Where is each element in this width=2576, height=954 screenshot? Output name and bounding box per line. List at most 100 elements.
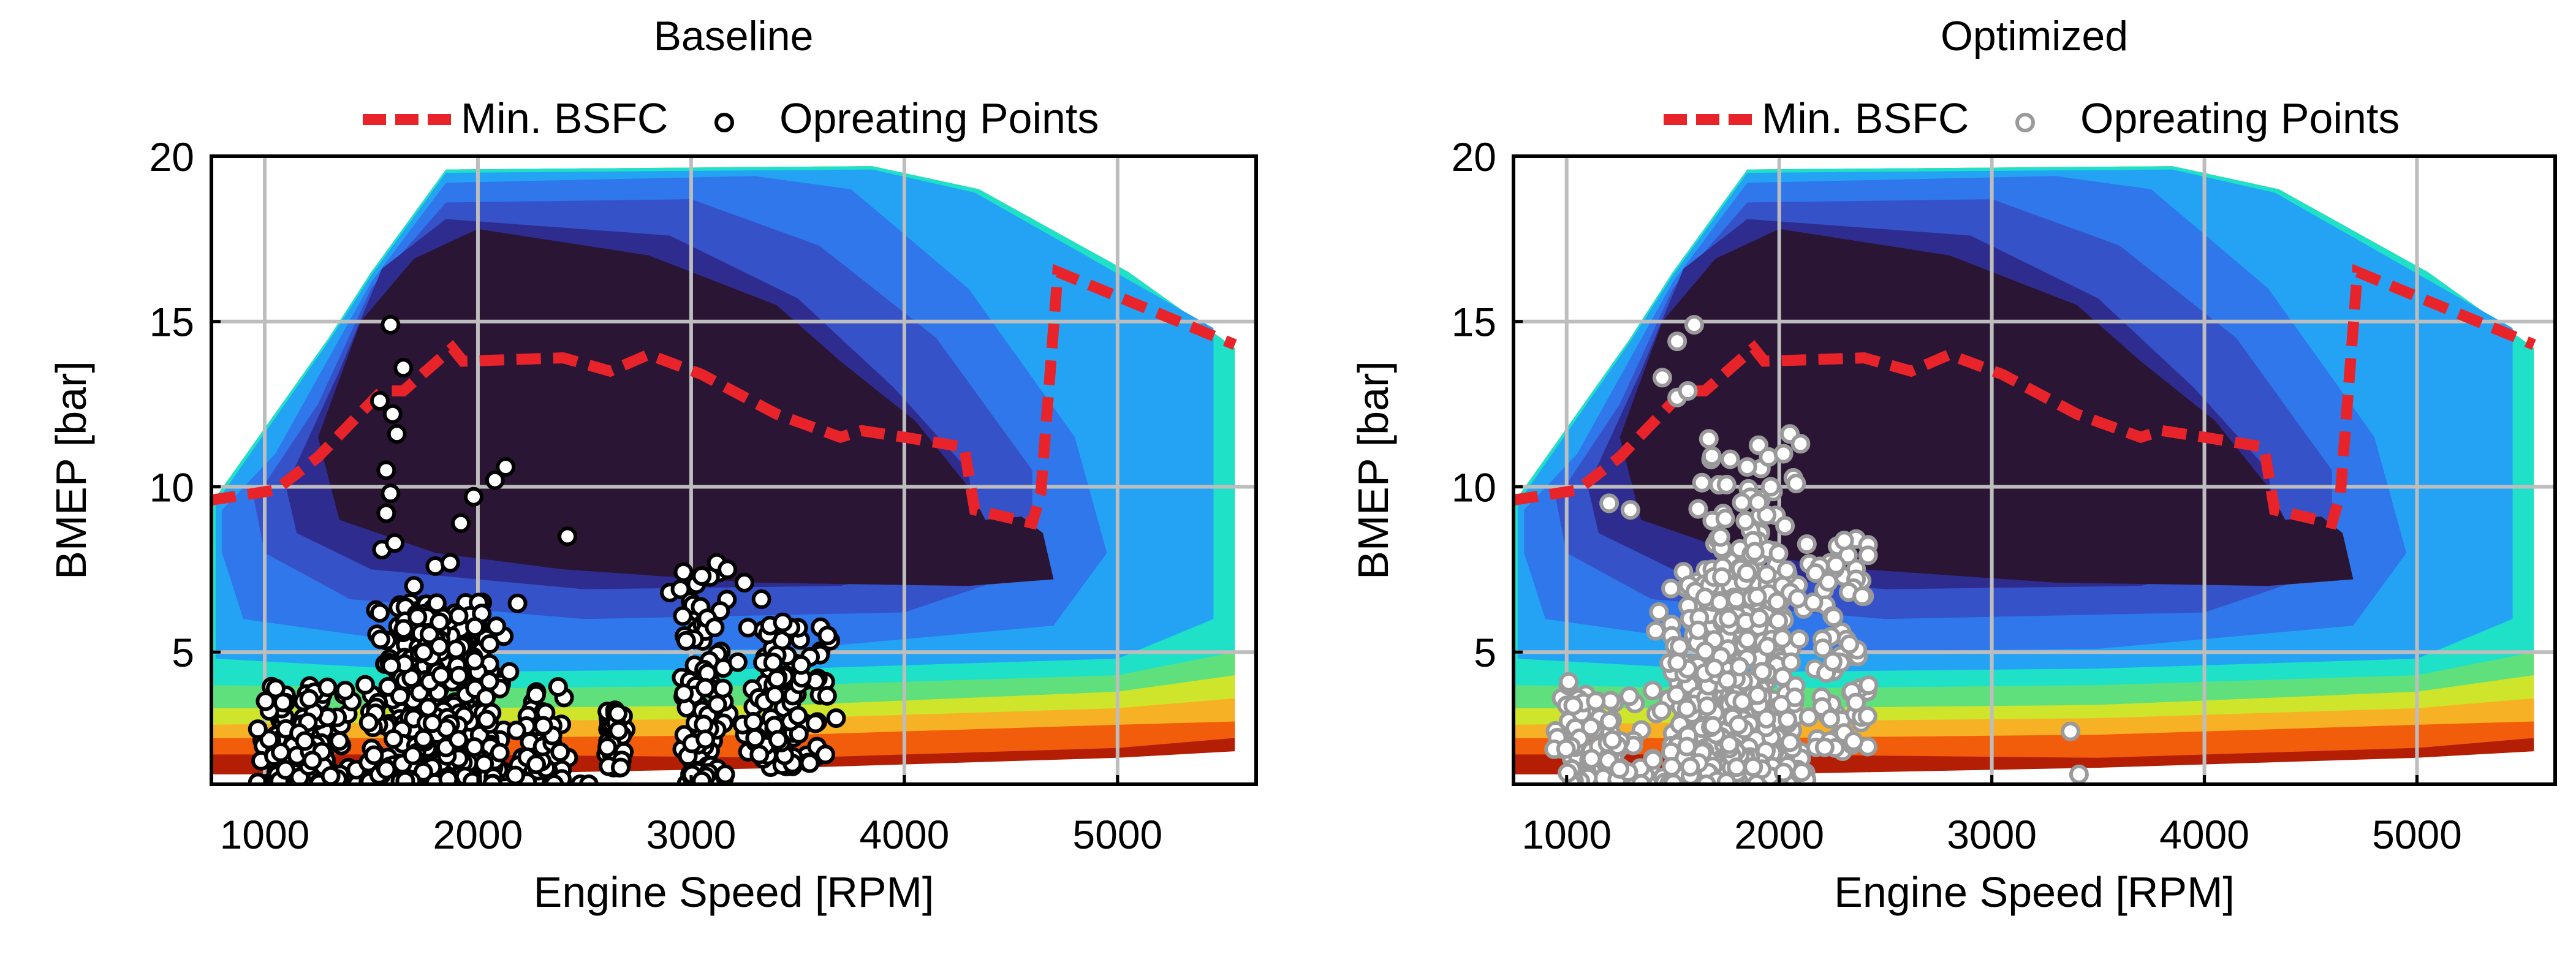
operating-point	[745, 728, 765, 748]
operating-point	[1798, 707, 1819, 727]
operating-point	[464, 651, 485, 671]
operating-point	[1702, 446, 1722, 466]
plot-frame	[210, 154, 1258, 786]
operating-point	[578, 774, 599, 784]
operating-point	[2069, 764, 2089, 784]
operating-point	[1695, 641, 1715, 661]
operating-point	[1735, 511, 1756, 531]
x-tick-label: 3000	[1947, 812, 2037, 857]
operating-point	[749, 744, 770, 765]
operating-point	[1844, 731, 1864, 751]
operating-point	[355, 675, 375, 695]
operating-point	[1775, 516, 1795, 536]
operating-point	[387, 424, 407, 444]
operating-point	[449, 665, 469, 686]
operating-point	[364, 745, 384, 765]
min-bsfc-line	[211, 263, 1237, 530]
operating-point	[1773, 444, 1794, 464]
x-tick-label: 2000	[1734, 812, 1824, 857]
operating-point	[1716, 474, 1737, 494]
operating-point	[1790, 434, 1811, 454]
operating-point	[320, 766, 341, 784]
operating-point	[788, 706, 808, 726]
operating-point	[550, 742, 570, 762]
y-tick-label: 5	[1474, 630, 1496, 675]
y-tick-label: 10	[150, 464, 194, 510]
operating-point	[1792, 762, 1812, 782]
operating-point	[1814, 737, 1835, 757]
operating-point	[422, 713, 442, 733]
operating-point	[1643, 750, 1663, 770]
operating-point	[1756, 709, 1776, 729]
operating-point	[462, 771, 482, 784]
operating-point	[1610, 759, 1630, 779]
operating-point	[474, 754, 494, 774]
operating-point	[299, 689, 319, 709]
operating-point	[728, 652, 748, 672]
operating-point	[1729, 714, 1748, 735]
operating-point	[449, 606, 469, 626]
operating-point	[1556, 739, 1576, 759]
operating-point	[1757, 564, 1777, 585]
x-tick-label: 1000	[220, 812, 310, 857]
operating-point	[414, 642, 434, 662]
operating-point	[1727, 757, 1747, 778]
y-tick-label: 20	[1452, 134, 1496, 180]
x-tick-label: 5000	[1072, 812, 1162, 857]
operating-point	[1662, 757, 1682, 777]
y-tick-label: 20	[150, 134, 194, 180]
operating-point	[1772, 629, 1792, 648]
operating-point	[273, 692, 293, 713]
operating-point	[1670, 637, 1689, 657]
operating-point	[1677, 736, 1697, 757]
operating-point	[506, 765, 525, 784]
operating-point	[381, 483, 401, 504]
operating-point	[369, 603, 390, 623]
operating-point	[430, 636, 450, 656]
operating-point	[1749, 608, 1770, 628]
bsfc-contour-map	[1513, 166, 2534, 774]
operating-point	[1797, 534, 1817, 555]
operating-point	[817, 686, 837, 706]
x-tick-label: 2000	[433, 812, 523, 857]
operating-point	[1705, 658, 1725, 678]
operating-point	[738, 618, 758, 638]
operating-point	[1757, 637, 1778, 657]
plot-frame	[1512, 154, 2557, 786]
operating-point	[376, 460, 396, 480]
legend-operating-points-marker	[714, 113, 734, 132]
operating-point	[393, 619, 414, 639]
operating-point	[276, 760, 295, 780]
operating-point	[1676, 698, 1697, 719]
legend-operating-points-label: Opreating Points	[2080, 94, 2400, 142]
operating-point	[381, 315, 401, 335]
operating-point	[1716, 772, 1737, 784]
operating-point	[490, 743, 510, 763]
legend: Min. BSFC Opreating Points	[363, 94, 1099, 142]
operating-point	[1818, 572, 1838, 592]
operating-point	[1789, 629, 1809, 649]
chart-panel-1: 1000 2000 3000 4000 5000 5 10 15 20 Engine Speed …	[47, 13, 1258, 916]
operating-point	[393, 358, 414, 378]
operating-point	[674, 683, 694, 703]
operating-point	[1834, 531, 1854, 551]
operating-point	[381, 656, 401, 676]
operating-point	[419, 624, 439, 645]
x-axis-label: Engine Speed [RPM]	[534, 868, 934, 916]
operating-point	[302, 751, 322, 771]
operating-point	[1582, 749, 1602, 769]
operating-point	[464, 486, 483, 507]
operating-point	[451, 513, 471, 533]
operating-point	[1771, 694, 1791, 714]
operating-point	[1717, 670, 1737, 691]
x-tick-label: 4000	[859, 812, 949, 857]
operating-point	[533, 716, 553, 736]
operating-point	[271, 742, 291, 762]
x-tick-label: 1000	[1521, 812, 1612, 857]
operating-point	[1857, 706, 1877, 726]
operating-point	[1688, 620, 1708, 640]
x-tick-label: 5000	[2372, 812, 2462, 857]
operating-point	[773, 612, 793, 632]
legend-operating-points-marker	[2015, 113, 2035, 132]
operating-point	[446, 639, 466, 659]
